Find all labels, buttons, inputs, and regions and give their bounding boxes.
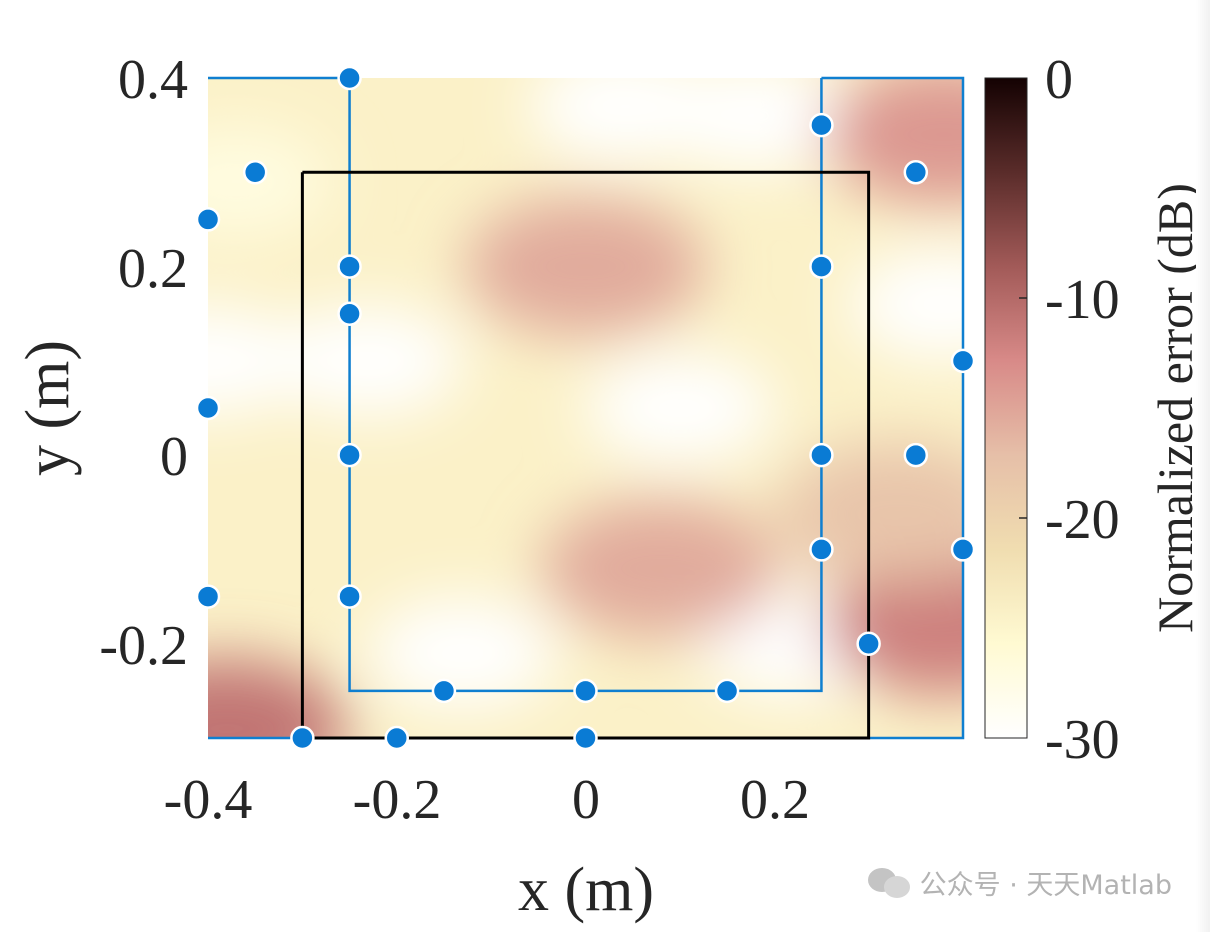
heatmap-high-region [208,658,347,738]
heatmap-high-region [541,498,781,639]
scatter-point [903,442,929,468]
heatmap-low-region [208,305,303,416]
heatmap-high-region [465,196,706,337]
colorbar-tick-label: 0 [1045,49,1073,111]
scatter-point [337,301,362,326]
x-axis-label: x (m) [518,856,654,924]
colorbar-tick-label: -10 [1045,269,1120,331]
x-tick-label: -0.2 [353,769,442,831]
scatter-point [950,348,976,374]
x-tick-label: 0.2 [740,769,810,831]
black-square-outline [300,170,871,740]
scatter-point [242,160,268,185]
colorbar-tick-label: -30 [1045,709,1120,771]
scatter-point [809,442,834,468]
scatter-point [337,584,362,609]
scatter-point [714,678,740,704]
watermark: 公众号 · 天天Matlab [867,863,1172,902]
x-tick-label: 0 [572,769,600,831]
y-tick-label: 0.2 [118,238,188,300]
scatter-point [809,112,834,138]
heatmap-low-region [273,305,464,416]
overlay-layer [208,76,965,740]
window-edge [1196,0,1210,932]
colorbar-label: Normalized error (dB) [1147,183,1203,633]
scatter-point [573,678,598,704]
y-axis: 0.4 0.2 0 -0.2 y (m) [14,49,188,677]
scatter-point [431,678,457,704]
blue-boundary-line [821,76,965,740]
y-tick-label: 0.4 [118,49,188,111]
scatter-point [809,254,834,279]
colorbar-tick-label: -20 [1045,489,1120,551]
heatmap-low-region [849,249,963,360]
colorbar-scale [984,77,1028,739]
colorbar: 0 -10 -20 -30 Normalized error (dB) [984,49,1203,771]
scatter-point [950,537,976,562]
scatter-point [337,442,362,468]
scatter-point [337,254,362,279]
x-tick-label: -0.4 [164,769,253,831]
scatter-point [195,584,221,609]
heatmap-low-region [660,78,851,171]
y-tick-label: 0 [160,426,188,488]
heatmap-low-region [584,353,775,463]
blue-boundary-line [208,76,823,693]
heatmap-high-region [824,78,963,205]
scatter-point [337,65,362,91]
scatter-point [903,160,929,185]
scatter-point [856,631,881,656]
x-axis: -0.4 -0.2 0 0.2 x (m) [164,769,810,924]
y-axis-label: y (m) [14,340,82,476]
scatter-point [195,395,221,421]
measurement-points [195,65,976,751]
heatmap-low-region [367,598,558,709]
wechat-icon [867,866,910,900]
heatmap-high-region [824,554,963,695]
y-tick-label: -0.2 [99,615,188,677]
watermark-text: 公众号 · 天天Matlab [919,870,1172,901]
heatmap-low-region [208,126,332,237]
scatter-point [573,725,598,751]
scatter-point [384,725,409,751]
scatter-point [195,207,221,232]
heatmap-area [208,78,963,738]
scatter-point [290,725,315,751]
scatter-point [809,537,834,562]
